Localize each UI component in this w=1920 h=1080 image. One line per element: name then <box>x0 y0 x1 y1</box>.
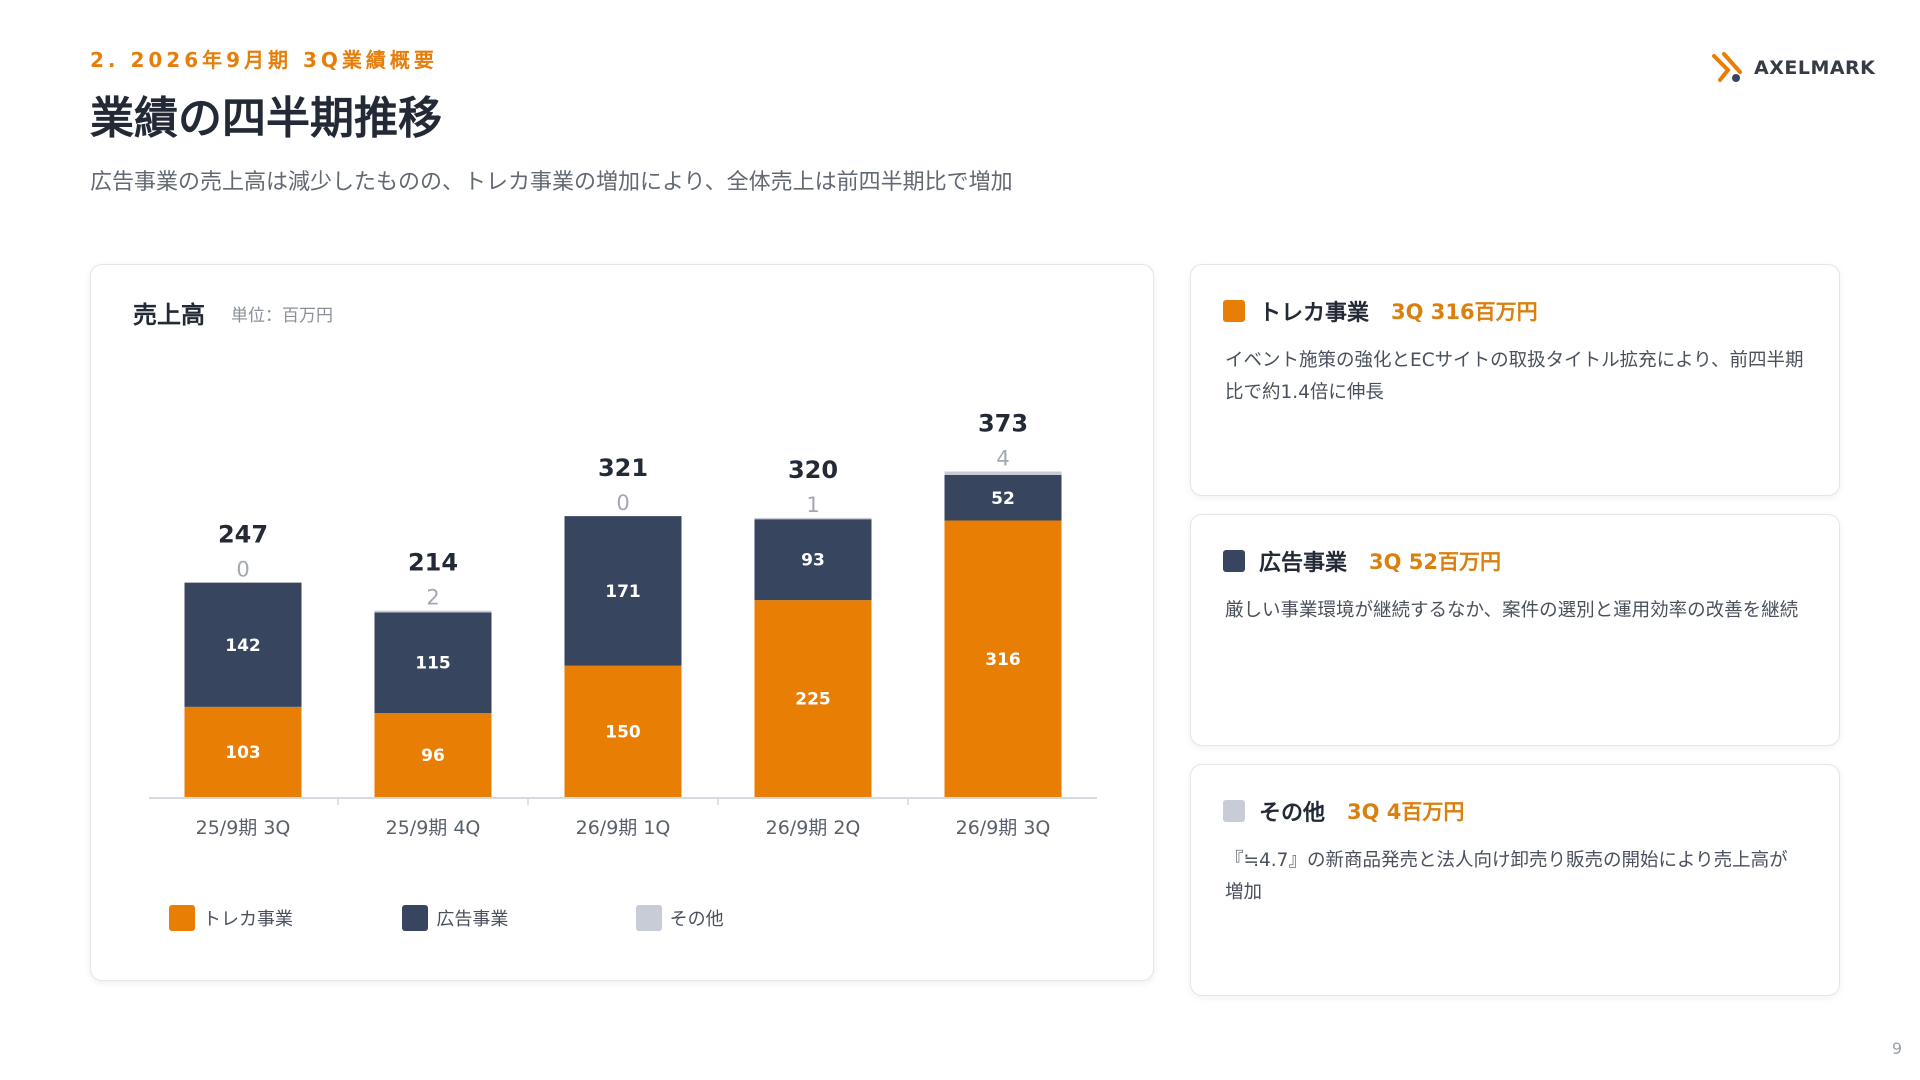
segment-name: その他 <box>1259 801 1326 826</box>
stacked-bar-chart: 103 142 0 247 25/9期 3Q 96 115 2 214 25/9期 4Q 150 17… <box>149 410 1097 839</box>
bar-segment <box>374 713 492 797</box>
segment-name: 広告事業 <box>1259 551 1348 576</box>
sales-chart-card: 売上高 単位：百万円 103 142 0 247 25/9期 3Q 96 115 2 214 25… <box>90 264 1154 981</box>
chart-unit: 単位：百万円 <box>231 306 333 326</box>
data-label: 0 <box>236 558 249 582</box>
data-label: 150 <box>605 722 641 742</box>
segment-value: 3Q 52百万円 <box>1369 550 1502 574</box>
bar-segment <box>754 518 872 601</box>
x-tick-label: 25/9期 3Q <box>196 817 291 839</box>
bar-segment <box>944 471 1062 475</box>
x-tick-label: 26/9期 1Q <box>576 817 671 839</box>
page-subtitle: 広告事業の売上高は減少したものの、トレカ事業の増加により、全体売上は前四半期比で… <box>90 170 1013 195</box>
chart-legend: トレカ事業 広告事業 その他 <box>169 905 869 931</box>
segment-swatch <box>1223 550 1245 572</box>
logo-text: AXELMARK <box>1754 57 1876 79</box>
segment-card-other: その他 3Q 4百万円 『≒4.7』の新商品発売と法人向け卸売り販売の開始により… <box>1190 764 1840 996</box>
bar-segment <box>184 582 302 707</box>
legend-item-other: その他 <box>635 905 869 931</box>
bar-segment <box>754 517 872 520</box>
data-label: 225 <box>795 690 831 710</box>
bar-segment <box>754 600 872 797</box>
section-label: 2. 2026年9月期 3Q業績概要 <box>90 48 438 72</box>
x-tick-label: 26/9期 2Q <box>766 817 861 839</box>
legend-swatch <box>635 905 662 931</box>
total-label: 320 <box>788 456 838 484</box>
segment-card-trading-card: トレカ事業 3Q 316百万円 イベント施策の強化とECサイトの取扱タイトル拡充… <box>1190 264 1840 496</box>
page-number: 9 <box>1891 1039 1902 1058</box>
x-tick-label: 25/9期 4Q <box>386 817 481 839</box>
legend-swatch <box>402 905 429 931</box>
segment-card-advertising: 広告事業 3Q 52百万円 厳しい事業環境が継続するなか、案件の選別と運用効率の… <box>1190 514 1840 746</box>
legend-label: 広告事業 <box>436 909 509 930</box>
segment-value: 3Q 4百万円 <box>1347 800 1465 824</box>
bar-segment <box>564 516 682 666</box>
data-label: 1 <box>806 493 819 517</box>
bar-segment <box>374 612 492 713</box>
total-label: 321 <box>598 454 648 482</box>
data-label: 4 <box>996 447 1009 471</box>
data-label: 316 <box>985 650 1021 670</box>
data-label: 93 <box>801 550 825 570</box>
bar-segment <box>184 706 302 797</box>
legend-item-advertising: 広告事業 <box>402 905 635 931</box>
data-label: 115 <box>415 654 451 674</box>
company-logo: AXELMARK <box>1710 48 1875 88</box>
data-label: 96 <box>421 746 445 766</box>
segment-description: 『≒4.7』の新商品発売と法人向け卸売り販売の開始により売上高が増加 <box>1225 850 1788 903</box>
legend-swatch <box>169 905 195 931</box>
total-label: 373 <box>978 410 1028 438</box>
bar-segment <box>374 610 492 613</box>
data-label: 171 <box>605 582 641 602</box>
legend-label: トレカ事業 <box>203 909 293 930</box>
page-title: 業績の四半期推移 <box>90 93 442 144</box>
chart-title: 売上高 <box>133 301 205 329</box>
segment-name: トレカ事業 <box>1259 301 1370 326</box>
segment-description: 厳しい事業環境が継続するなか、案件の選別と運用効率の改善を継続 <box>1225 600 1799 621</box>
bar-segment <box>944 520 1062 797</box>
segment-description: イベント施策の強化とECサイトの取扱タイトル拡充により、前四半期比で約1.4倍に… <box>1225 350 1804 403</box>
data-label: 52 <box>991 489 1015 509</box>
bar-segment <box>944 475 1062 521</box>
bar-segment <box>564 665 682 797</box>
total-label: 247 <box>218 521 268 549</box>
data-label: 142 <box>225 636 261 656</box>
segment-swatch <box>1223 300 1245 322</box>
x-tick-label: 26/9期 3Q <box>956 817 1051 839</box>
data-label: 2 <box>426 586 439 610</box>
segment-swatch <box>1223 800 1245 822</box>
logo-mark-icon <box>1712 52 1742 82</box>
data-label: 0 <box>616 491 629 515</box>
data-label: 103 <box>225 743 261 763</box>
legend-item-trading-card: トレカ事業 <box>169 905 402 931</box>
segment-value: 3Q 316百万円 <box>1391 300 1538 324</box>
legend-label: その他 <box>669 909 724 930</box>
total-label: 214 <box>408 549 458 577</box>
